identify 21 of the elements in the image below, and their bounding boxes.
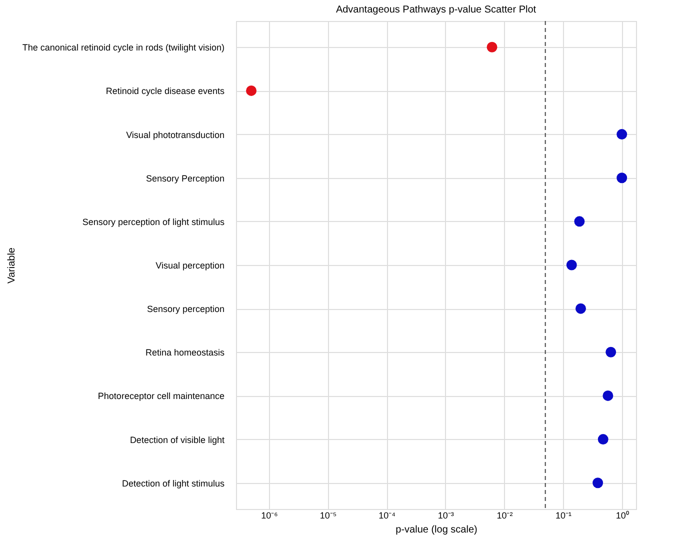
y-tick-label: Sensory perception of light stimulus (82, 216, 225, 227)
x-tick-label: 10⁻² (496, 510, 513, 520)
x-axis-title: p-value (log scale) (396, 524, 478, 536)
y-tick-label: Sensory Perception (146, 173, 224, 184)
y-tick-label: Retina homeostasis (145, 348, 225, 358)
x-tick-label: 10⁻⁴ (378, 510, 396, 520)
y-tick-label: Visual phototransduction (126, 130, 224, 140)
y-tick-label: The canonical retinoid cycle in rods (twilight vision) (22, 42, 224, 53)
x-tick-label: 10⁰ (616, 510, 629, 520)
y-tick-label: Detection of visible light (130, 434, 225, 445)
y-tick-label: Sensory perception (146, 304, 224, 314)
y-tick-label: Retinoid cycle disease events (106, 86, 225, 96)
chart-title: Advantageous Pathways p-value Scatter Plot (336, 4, 536, 16)
y-tick-label: Photoreceptor cell maintenance (98, 391, 224, 402)
y-tick-label: Detection of light stimulus (122, 478, 225, 488)
x-tick-label: 10⁻³ (438, 510, 454, 520)
x-tick-label: 10⁻¹ (556, 510, 572, 520)
y-tick-label: Visual perception (156, 260, 224, 270)
x-tick-label: 10⁻⁵ (320, 510, 337, 520)
x-tick-label: 10⁻⁶ (261, 510, 278, 520)
y-axis-title: Variable (6, 247, 18, 284)
